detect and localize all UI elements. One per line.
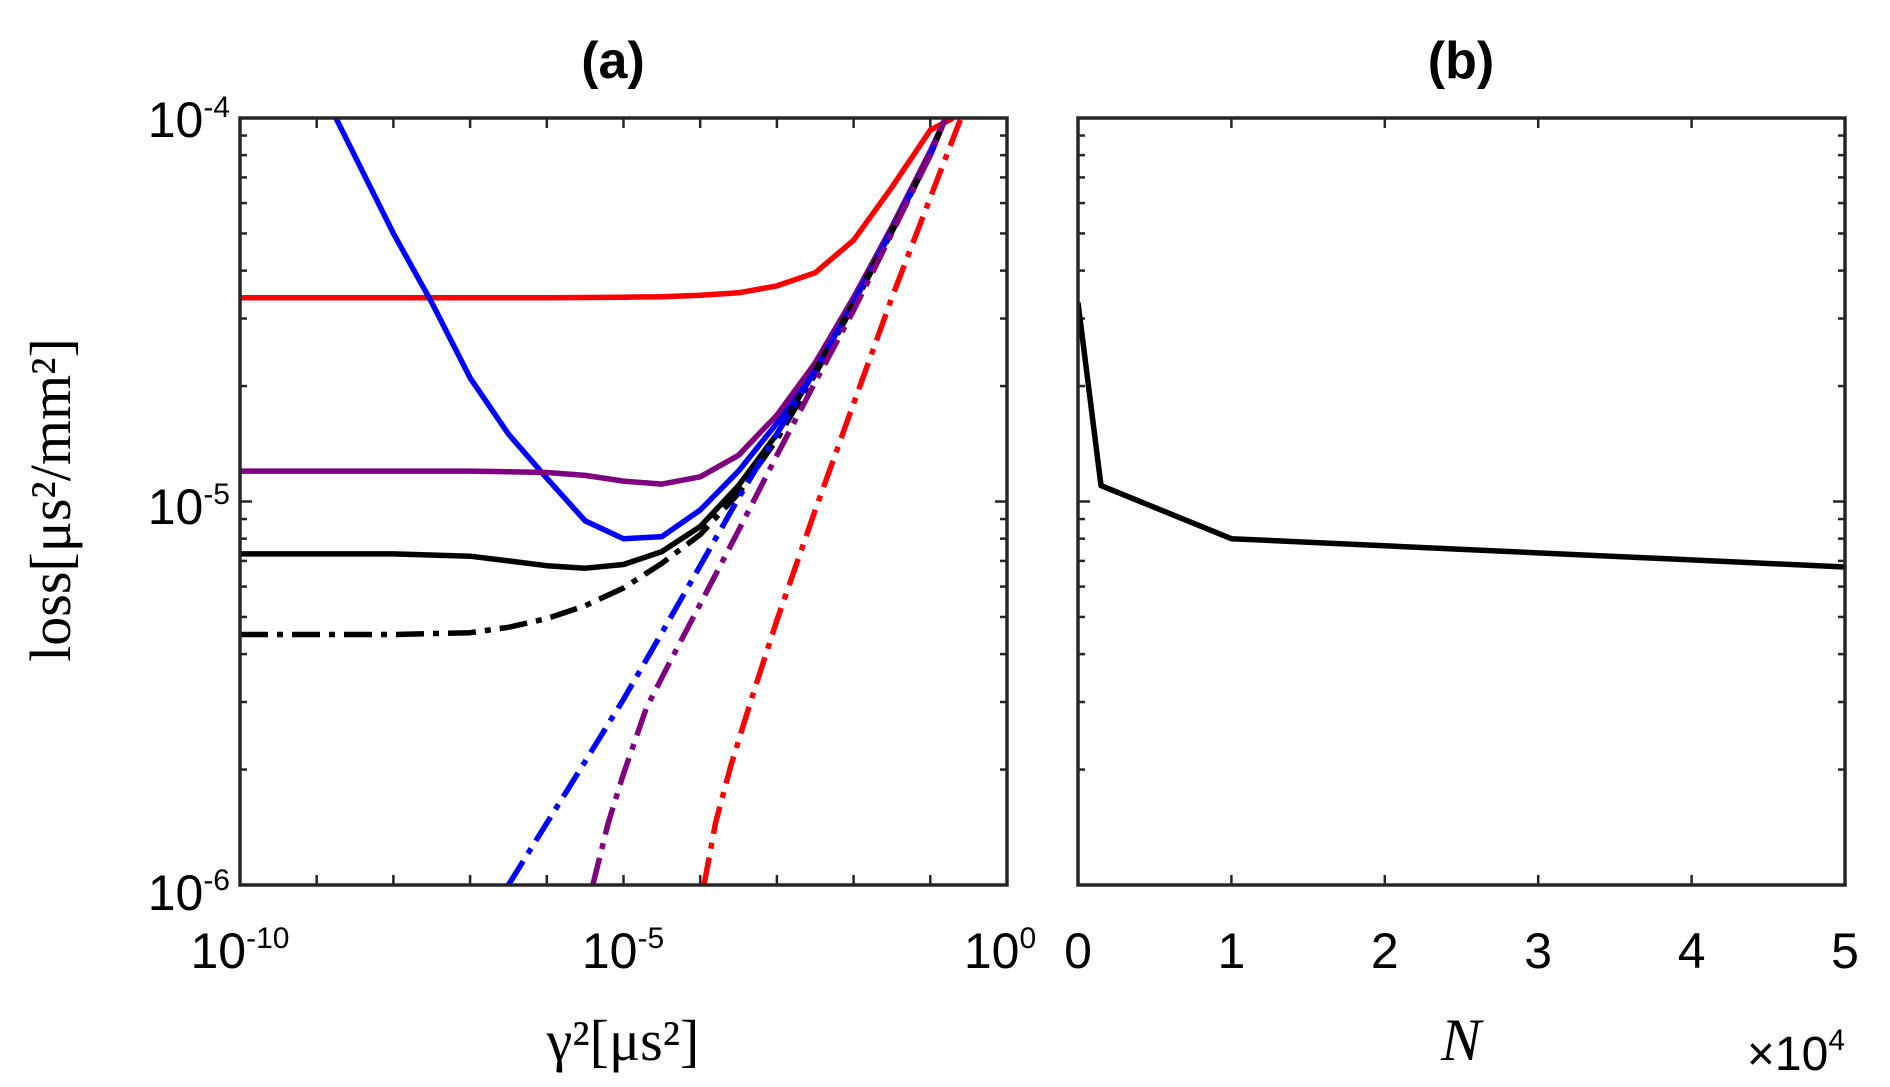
panel-b-multiplier-exp: 4 (1828, 1024, 1845, 1057)
panel-a-xtick-label: 10-5 (582, 922, 664, 979)
svg-text:10-5: 10-5 (148, 478, 230, 535)
panel-b-xtick-label: 2 (1371, 923, 1399, 979)
panel-a-xtick-exp: -5 (637, 922, 664, 955)
series-blue-solid (333, 118, 949, 542)
svg-text:10-5: 10-5 (582, 922, 664, 979)
series-purple-solid (240, 118, 949, 487)
panel-b-xtick-label: 4 (1678, 923, 1706, 979)
panel-a-xtick-label: 10-10 (191, 922, 290, 979)
panel-b: (b) 0 1 2 3 4 5 N ×104 (1064, 32, 1859, 1081)
panel-a-ytick-exp: -5 (203, 478, 230, 511)
series-red-solid (240, 118, 955, 301)
panel-b-xtick-label: 3 (1524, 923, 1552, 979)
panel-a-ylabel: loss[μs²/mm²] (18, 338, 83, 662)
panel-a: (a) 10-4 10-5 10-6 10-10 10-5 100 γ²[μs²… (18, 32, 1036, 1073)
panel-b-major-ticks (1076, 118, 1847, 887)
panel-a-ytick-exp: -6 (203, 864, 230, 897)
panel-a-title: (a) (581, 32, 645, 90)
panel-b-series (1078, 302, 1845, 570)
svg-text:100: 100 (964, 922, 1036, 979)
panel-a-xlabel: γ²[μs²] (546, 1008, 700, 1073)
panel-a-ytick-exp: -4 (203, 91, 230, 124)
panel-b-xtick-label: 0 (1064, 923, 1092, 979)
panel-a-xtick-base: 10 (964, 923, 1020, 979)
panel-b-title: (b) (1428, 32, 1494, 90)
panel-b-xtick-label: 5 (1831, 923, 1859, 979)
panel-a-ytick-label: 10-4 (148, 91, 230, 148)
series-black-dashdot (240, 118, 949, 638)
panel-a-xtick-exp: -10 (246, 922, 289, 955)
series-purple-dashdot (590, 118, 949, 885)
panel-a-ytick-base: 10 (148, 865, 204, 921)
panel-a-xtick-exp: 0 (1019, 922, 1036, 955)
panel-a-frame (238, 116, 1009, 887)
panel-a-xtick-label: 100 (964, 922, 1036, 979)
panel-a-ytick-base: 10 (148, 92, 204, 148)
panel-b-minor-ticks (1078, 134, 1845, 771)
series-red-dashdot (701, 118, 964, 885)
panel-b-frame (1076, 116, 1847, 887)
svg-text:10-10: 10-10 (191, 922, 290, 979)
panel-a-xtick-base: 10 (582, 923, 638, 979)
panel-a-ytick-base: 10 (148, 479, 204, 535)
svg-text:10-4: 10-4 (148, 91, 230, 148)
panel-b-multiplier-base: ×10 (1747, 1028, 1828, 1081)
panel-a-xtick-base: 10 (191, 923, 247, 979)
series-black-solid (240, 118, 949, 571)
panel-b-multiplier: ×104 (1747, 1024, 1845, 1081)
panel-a-ytick-label: 10-6 (148, 864, 230, 921)
series-blue-dashdot (506, 118, 949, 885)
svg-text:10-6: 10-6 (148, 864, 230, 921)
panel-a-series (240, 118, 964, 885)
panel-b-xtick-label: 1 (1217, 923, 1245, 979)
series-black-solid-b (1078, 302, 1845, 570)
panel-b-xlabel: N (1440, 1007, 1484, 1073)
panel-a-ytick-label: 10-5 (148, 478, 230, 535)
svg-text:×104: ×104 (1747, 1024, 1845, 1081)
